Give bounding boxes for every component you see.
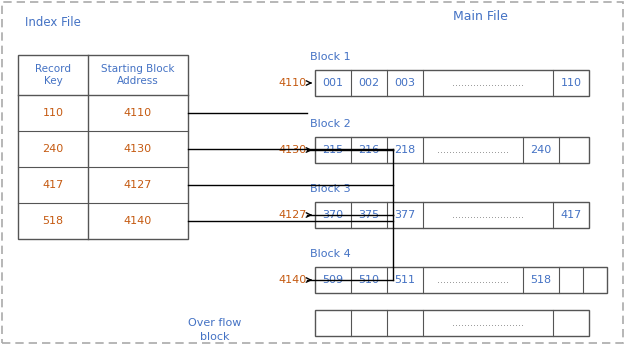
Text: Block 3: Block 3 [310, 184, 351, 194]
Text: Record
Key: Record Key [35, 64, 71, 86]
Text: 218: 218 [394, 145, 416, 155]
Text: ........................: ........................ [452, 318, 524, 328]
Text: 240: 240 [531, 145, 552, 155]
Text: 215: 215 [322, 145, 344, 155]
Text: 375: 375 [359, 210, 379, 220]
Text: Block 4: Block 4 [310, 249, 351, 259]
Bar [315, 310, 589, 336]
Text: 4127: 4127 [124, 180, 152, 190]
Text: ........................: ........................ [452, 210, 524, 220]
Bar [315, 70, 589, 96]
Text: 417: 417 [42, 180, 64, 190]
Text: 4140: 4140 [279, 275, 307, 285]
Text: 509: 509 [322, 275, 344, 285]
Text: Block 2: Block 2 [310, 119, 351, 129]
Text: 003: 003 [394, 78, 416, 88]
Bar [315, 202, 589, 228]
Text: 370: 370 [322, 210, 344, 220]
Bar [315, 267, 607, 293]
Text: 518: 518 [531, 275, 552, 285]
Bar [315, 137, 589, 163]
Text: 4140: 4140 [124, 216, 152, 226]
Text: 4130: 4130 [279, 145, 307, 155]
Text: Over flow
block: Over flow block [188, 318, 242, 342]
Text: 518: 518 [42, 216, 64, 226]
Text: ........................: ........................ [437, 275, 509, 285]
Text: 110: 110 [561, 78, 581, 88]
Text: Block 1: Block 1 [310, 52, 351, 62]
Text: 240: 240 [42, 144, 64, 154]
Text: 216: 216 [359, 145, 379, 155]
Text: 4127: 4127 [279, 210, 307, 220]
Text: 110: 110 [42, 108, 64, 118]
Text: 511: 511 [394, 275, 416, 285]
Text: Index File: Index File [25, 17, 81, 30]
Text: ........................: ........................ [437, 145, 509, 155]
Text: 4110: 4110 [124, 108, 152, 118]
Text: 4130: 4130 [124, 144, 152, 154]
Text: 510: 510 [359, 275, 379, 285]
Text: Starting Block
Address: Starting Block Address [101, 64, 175, 86]
Text: 4110: 4110 [279, 78, 307, 88]
Text: Main File: Main File [452, 10, 508, 23]
Text: 377: 377 [394, 210, 416, 220]
Text: ........................: ........................ [452, 78, 524, 88]
Text: 001: 001 [322, 78, 344, 88]
Bar [18, 55, 188, 239]
Text: 417: 417 [561, 210, 582, 220]
Text: 002: 002 [359, 78, 379, 88]
